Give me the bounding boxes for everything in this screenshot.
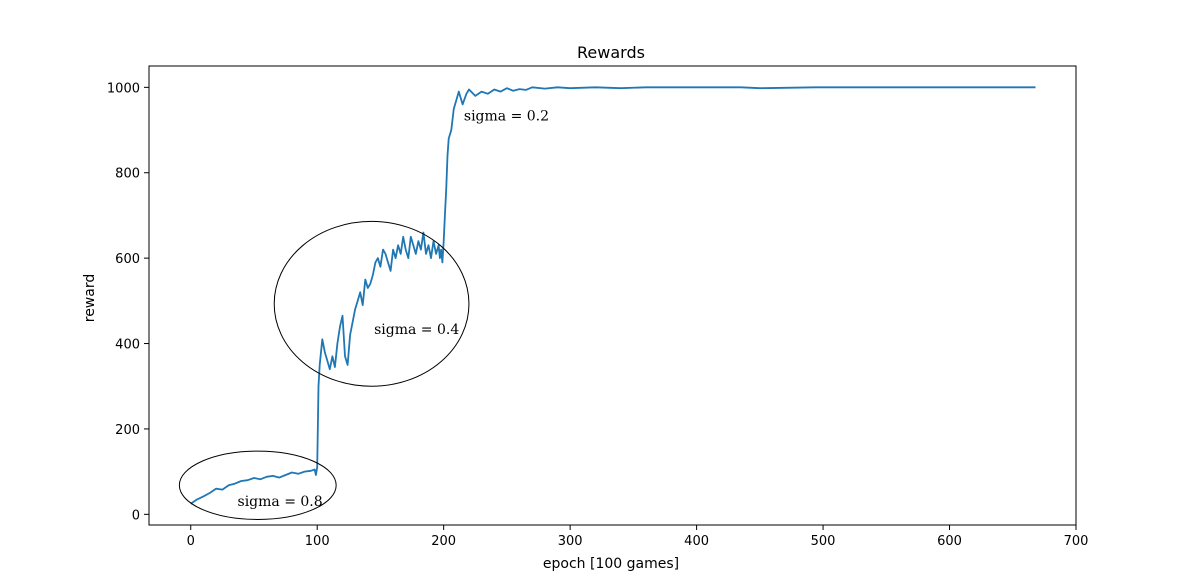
y-tick-label: 800	[115, 167, 140, 182]
highlight-ellipse	[273, 220, 470, 387]
plot-layer: sigma = 0.8 sigma = 0.4 sigma = 0.2	[178, 86, 1036, 520]
x-tick-label: 400	[684, 534, 709, 549]
y-tick-label: 1000	[107, 81, 140, 96]
chart-title: Rewards	[577, 43, 645, 62]
x-tick-label: 300	[558, 534, 583, 549]
plot-frame	[148, 65, 1077, 526]
y-tick-label: 200	[115, 423, 140, 438]
reward-series-line	[190, 86, 1036, 505]
sigma-annotation: sigma = 0.8	[238, 494, 323, 510]
highlight-ellipse	[178, 450, 337, 520]
y-tick-label: 400	[115, 338, 140, 353]
x-tick-label: 700	[1064, 534, 1089, 549]
sigma-annotation: sigma = 0.2	[464, 109, 549, 125]
x-axis-ticks: 0 100 200 300 400 500 600 700	[187, 525, 1089, 549]
x-axis-label: epoch [100 games]	[543, 556, 679, 572]
y-tick-label: 0	[132, 508, 140, 523]
sigma-annotation: sigma = 0.4	[374, 322, 459, 338]
y-axis-label: reward	[82, 274, 98, 323]
x-tick-label: 100	[305, 534, 330, 549]
x-tick-label: 600	[937, 534, 962, 549]
y-tick-label: 600	[115, 252, 140, 267]
y-axis-ticks: 0 200 400 600 800 1000	[107, 81, 149, 523]
x-tick-label: 0	[187, 534, 195, 549]
x-tick-label: 500	[811, 534, 836, 549]
x-tick-label: 200	[431, 534, 456, 549]
